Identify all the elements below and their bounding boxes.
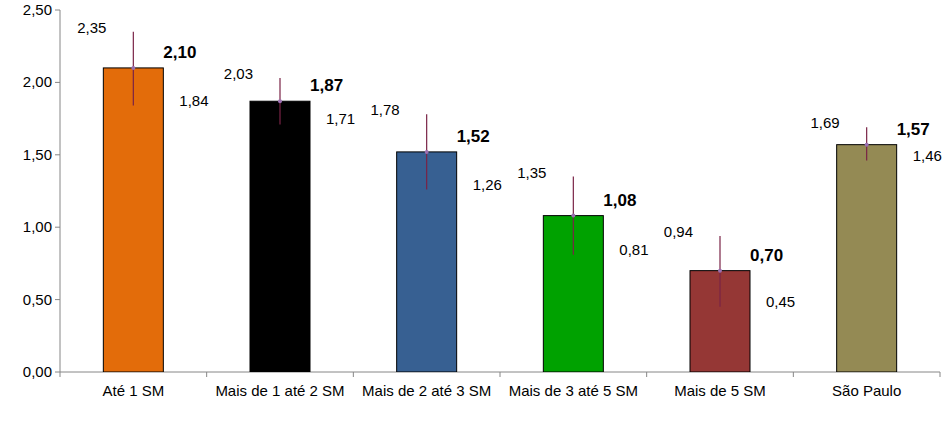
upper-label: 1,69 (810, 114, 839, 131)
x-tick (646, 372, 647, 377)
y-tick (55, 10, 60, 11)
error-center (425, 150, 429, 154)
x-tick (500, 372, 501, 377)
y-tick-label: 1,00 (23, 218, 52, 235)
upper-label: 1,78 (370, 101, 399, 118)
y-tick-label: 0,50 (23, 291, 52, 308)
data-label: 0,70 (750, 246, 783, 265)
x-tick-label-line: São Paulo (832, 382, 901, 399)
x-tick (206, 372, 207, 377)
x-tick (60, 372, 61, 377)
error-center (278, 99, 282, 103)
lower-label: 1,46 (913, 147, 942, 164)
error-center (571, 214, 575, 218)
data-label: 1,87 (310, 76, 343, 95)
data-label: 1,57 (897, 120, 930, 139)
x-tick-label-line: Até 1 SM (102, 382, 164, 399)
y-tick (55, 227, 60, 228)
upper-label: 0,94 (664, 223, 693, 240)
x-tick-label-line: Mais de 5 SM (674, 382, 766, 399)
chart-container: 0,00 0,50 1,00 1,50 2,00 2,50 2,10 2,35 1,84 1,87… (0, 0, 948, 437)
lower-label: 0,81 (619, 241, 648, 258)
x-tick-label: Mais de 2 até 3 SM (362, 382, 491, 399)
lower-label: 1,84 (179, 92, 208, 109)
y-axis (60, 10, 61, 372)
y-tick (55, 82, 60, 83)
lower-label: 1,26 (473, 176, 502, 193)
lower-label: 0,45 (766, 293, 795, 310)
y-tick-label: 2,00 (23, 73, 52, 90)
x-tick-label-line: Mais de 2 até 3 SM (362, 382, 491, 399)
data-label: 1,08 (603, 191, 636, 210)
y-tick (55, 372, 60, 373)
upper-label: 2,03 (224, 65, 253, 82)
x-tick-label-line: Mais de 3 até 5 SM (509, 382, 638, 399)
x-tick-label: Mais de 1 até 2 SM (215, 382, 344, 399)
bar (250, 101, 310, 372)
error-center (718, 269, 722, 273)
y-tick (55, 299, 60, 300)
x-tick-label: Mais de 3 até 5 SM (509, 382, 638, 399)
x-tick (793, 372, 794, 377)
upper-label: 2,35 (77, 19, 106, 36)
data-label: 2,10 (163, 43, 196, 62)
y-tick (55, 154, 60, 155)
x-tick (353, 372, 354, 377)
error-center (131, 66, 135, 70)
y-tick-label: 2,50 (23, 1, 52, 18)
bars (103, 32, 896, 372)
upper-label: 1,35 (517, 164, 546, 181)
y-tick-label: 1,50 (23, 146, 52, 163)
bar (837, 145, 897, 372)
x-tick-label-line: Mais de 1 até 2 SM (215, 382, 344, 399)
error-center (865, 143, 869, 147)
y-tick-label: 0,00 (23, 363, 52, 380)
lower-label: 1,71 (326, 110, 355, 127)
x-tick (940, 372, 941, 377)
x-tick-label: Até 1 SM (102, 382, 164, 399)
data-label: 1,52 (457, 127, 490, 146)
bar (103, 68, 163, 372)
chart: 0,00 0,50 1,00 1,50 2,00 2,50 2,10 2,35 1,84 1,87… (0, 0, 948, 437)
x-tick-label: São Paulo (832, 382, 901, 399)
x-tick-label: Mais de 5 SM (674, 382, 766, 399)
